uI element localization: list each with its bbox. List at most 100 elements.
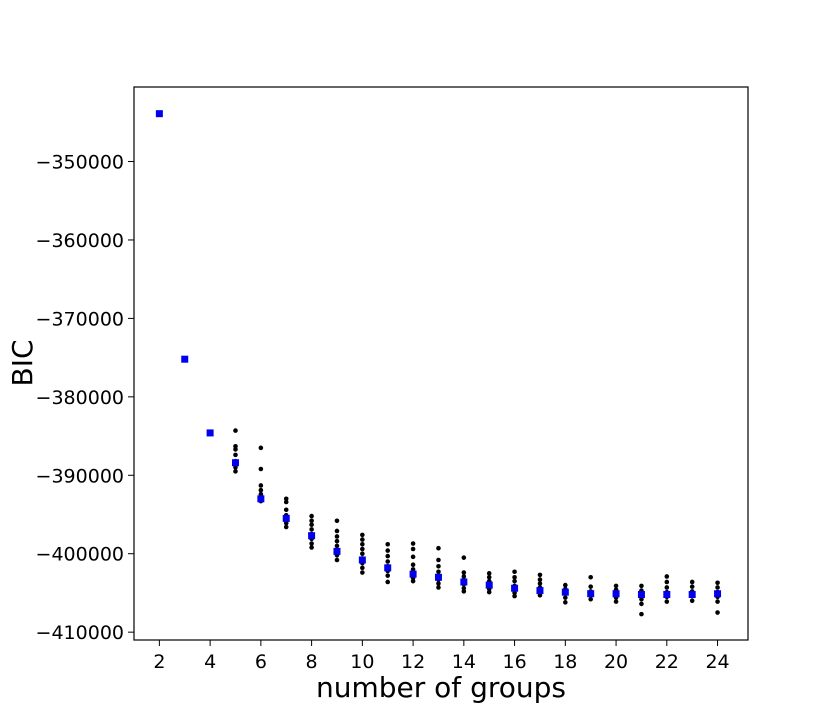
run-point (258, 445, 264, 451)
run-point (309, 522, 314, 527)
best-point (536, 587, 544, 595)
x-tick-label: 16 (502, 651, 526, 673)
run-point (360, 565, 365, 571)
x-tick-label: 2 (153, 651, 165, 673)
best-per-k-series (155, 110, 722, 599)
run-point (233, 428, 238, 433)
run-point (385, 548, 391, 553)
y-tick-label: −360000 (36, 230, 124, 252)
run-point (385, 579, 391, 585)
run-point (639, 611, 644, 617)
best-point (155, 110, 163, 118)
x-tick-label: 20 (604, 651, 628, 673)
run-point (512, 578, 517, 584)
best-point (384, 564, 392, 572)
best-point (587, 590, 595, 598)
run-point (410, 562, 416, 567)
run-point (233, 452, 238, 458)
run-point (436, 563, 441, 569)
best-point (663, 591, 671, 599)
run-point (258, 487, 264, 493)
run-point (309, 545, 314, 550)
run-point (664, 574, 670, 579)
x-tick-label: 14 (452, 651, 476, 673)
run-point (486, 571, 492, 576)
run-point (283, 499, 289, 505)
run-point (588, 584, 593, 589)
run-point (360, 551, 365, 557)
run-point (309, 518, 314, 524)
run-point (512, 574, 517, 580)
run-point (613, 583, 619, 589)
run-point (563, 600, 568, 605)
run-point (639, 596, 644, 602)
best-point (181, 355, 189, 363)
x-tick-label: 22 (655, 651, 679, 673)
run-point (258, 483, 264, 488)
x-tick-label: 8 (306, 651, 318, 673)
run-point (537, 572, 543, 578)
run-point (461, 570, 467, 575)
run-point (486, 589, 492, 595)
run-point (588, 574, 593, 580)
run-point (385, 542, 391, 547)
run-point (715, 610, 720, 615)
run-point (664, 585, 670, 590)
run-point (715, 585, 720, 590)
y-tick-label: −390000 (36, 465, 124, 487)
run-point (334, 557, 340, 563)
best-point (460, 578, 468, 586)
run-point (309, 541, 314, 546)
best-point (434, 573, 442, 581)
run-point (563, 582, 568, 588)
run-point (486, 574, 492, 580)
run-point (512, 569, 517, 575)
y-tick-label: −350000 (36, 152, 124, 174)
run-point (410, 541, 416, 546)
run-point (233, 469, 238, 474)
run-point (360, 546, 365, 552)
best-point (511, 584, 519, 592)
x-axis-title: number of groups (316, 671, 566, 704)
best-point (358, 556, 366, 564)
best-point (257, 495, 265, 503)
run-point (410, 546, 416, 552)
run-point (283, 507, 289, 513)
y-tick-label: −400000 (36, 544, 124, 566)
run-point (461, 555, 467, 560)
run-point (563, 595, 568, 600)
best-point (409, 570, 417, 578)
best-point (637, 591, 645, 599)
run-point (436, 557, 441, 563)
run-point (283, 520, 289, 526)
run-point (410, 567, 416, 572)
run-point (689, 579, 695, 585)
x-axis-ticks: 2 4 6 8 10 12 14 16 18 20 22 24 (153, 640, 730, 673)
y-axis-ticks: −410000 −400000 −390000 −380000 −370000 −3600… (36, 152, 134, 644)
x-tick-label: 6 (255, 651, 267, 673)
best-point (308, 532, 316, 540)
run-point (613, 599, 619, 604)
x-tick-label: 12 (401, 651, 425, 673)
run-point (334, 538, 340, 544)
run-point (309, 513, 314, 519)
run-point (537, 592, 543, 598)
run-point (360, 542, 365, 547)
run-point (233, 447, 238, 452)
run-point (436, 545, 441, 551)
x-tick-label: 24 (705, 651, 729, 673)
best-point (561, 588, 569, 596)
x-tick-label: 18 (553, 651, 577, 673)
run-point (334, 528, 340, 534)
run-point (537, 577, 543, 582)
best-point (206, 429, 214, 437)
best-point (282, 514, 290, 522)
best-point (714, 590, 722, 598)
plot-area-frame (133, 86, 749, 641)
run-point (715, 580, 720, 586)
y-tick-label: −410000 (36, 622, 124, 644)
run-point (461, 589, 467, 594)
run-point (309, 527, 314, 532)
